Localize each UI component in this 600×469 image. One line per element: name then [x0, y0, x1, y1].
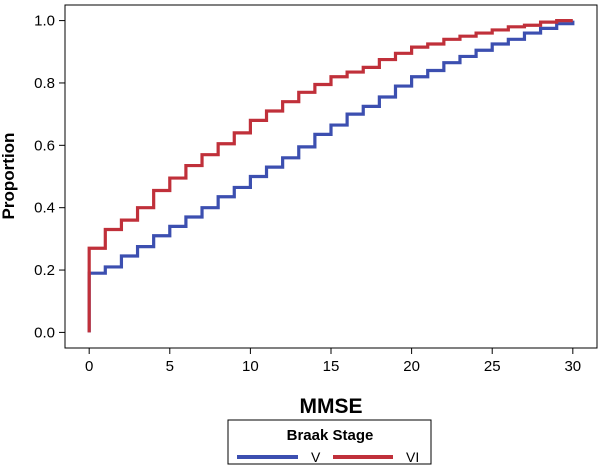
legend-label-vi: VI — [406, 449, 419, 465]
series-group — [87, 18, 575, 333]
legend-title: Braak Stage — [287, 427, 374, 444]
y-tick-label: 1.0 — [34, 13, 55, 30]
x-tick-label: 10 — [242, 358, 259, 375]
y-tick-label: 0.8 — [34, 75, 55, 92]
legend: Braak Stage V VI — [227, 419, 432, 465]
y-axis-title: Proportion — [0, 133, 18, 220]
x-axis-title: MMSE — [300, 395, 363, 418]
plot-frame — [64, 4, 598, 349]
x-tick-label: 0 — [85, 358, 93, 375]
y-tick-label: 0.2 — [34, 262, 55, 279]
legend-label-v: V — [311, 449, 321, 465]
x-tick-label: 25 — [484, 358, 501, 375]
x-tick-label: 20 — [403, 358, 420, 375]
series-line-v — [87, 20, 575, 333]
x-tick-label: 5 — [166, 358, 174, 375]
series-line-vi — [87, 18, 573, 333]
y-tick-label: 0.6 — [34, 137, 55, 154]
x-tick-label: 15 — [323, 358, 340, 375]
y-tick-label: 0.0 — [34, 324, 55, 341]
y-tick-label: 0.4 — [34, 200, 55, 217]
axis-ticks: 0.0 0.2 0.4 0.6 0.8 1.0 0 5 10 15 20 25 30 — [34, 13, 581, 375]
x-tick-label: 30 — [564, 358, 581, 375]
